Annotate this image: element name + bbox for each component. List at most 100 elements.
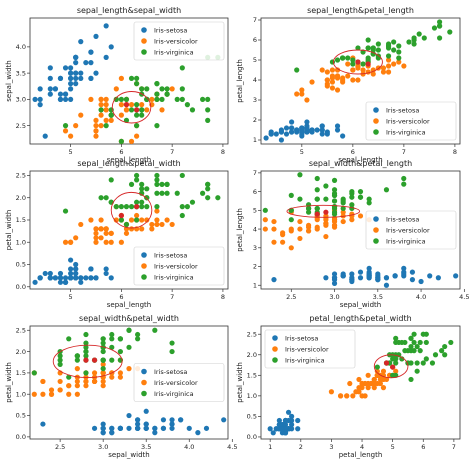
x-tick-label: 2.5 — [55, 443, 65, 451]
point-iris-virginica — [408, 335, 414, 341]
point-iris-virginica — [349, 190, 355, 197]
point-iris-virginica — [134, 177, 140, 183]
point-iris-virginica — [205, 195, 211, 201]
point-iris-virginica — [184, 102, 190, 108]
point-iris-virginica — [108, 112, 114, 118]
point-iris-setosa — [117, 425, 123, 431]
chart-6: petal_length&petal_width 1 2 3 4 5 6 7 0.0 0.5 1.0… — [236, 314, 461, 459]
point-iris-setosa — [375, 271, 381, 277]
point-iris-setosa — [73, 60, 79, 66]
point-iris-setosa — [278, 129, 285, 135]
point-iris-setosa — [68, 270, 74, 277]
point-iris-setosa — [88, 49, 94, 55]
point-iris-setosa — [100, 425, 106, 431]
legend-marker — [141, 263, 147, 269]
legend-label: Iris-versicolor — [386, 117, 430, 125]
point-iris-virginica — [189, 107, 196, 113]
point-iris-setosa — [331, 280, 338, 286]
point-iris-virginica — [340, 196, 346, 202]
point-iris-versicolor — [93, 117, 99, 123]
point-iris-setosa — [331, 271, 338, 277]
point-iris-versicolor — [365, 372, 371, 378]
point-iris-virginica — [109, 331, 115, 338]
point-iris-virginica — [31, 370, 37, 376]
point-iris-virginica — [134, 81, 140, 87]
point-iris-versicolor — [108, 239, 114, 245]
point-iris-virginica — [83, 331, 89, 338]
point-iris-virginica — [144, 195, 150, 201]
legend-marker — [141, 49, 147, 55]
plot-frame — [29, 170, 229, 290]
point-iris-versicolor — [164, 217, 170, 223]
point-iris-versicolor — [93, 226, 99, 232]
point-iris-versicolor — [144, 217, 150, 223]
point-iris-versicolor — [48, 387, 55, 393]
point-iris-versicolor — [299, 91, 305, 97]
point-iris-virginica — [431, 25, 438, 31]
point-iris-versicolor — [62, 128, 69, 134]
point-iris-virginica — [66, 336, 72, 342]
point-iris-virginica — [113, 204, 119, 210]
point-iris-virginica — [439, 348, 445, 354]
point-iris-virginica — [357, 189, 364, 195]
point-iris-versicolor — [108, 230, 114, 236]
point-iris-versicolor — [123, 107, 130, 113]
point-iris-versicolor — [271, 239, 277, 245]
point-iris-virginica — [355, 45, 361, 51]
point-iris-virginica — [417, 348, 423, 354]
point-iris-setosa — [62, 96, 69, 102]
point-iris-versicolor — [377, 380, 383, 387]
y-tick-label: 1.0 — [247, 392, 257, 400]
point-iris-versicolor — [297, 218, 303, 225]
point-iris-virginica — [154, 172, 160, 179]
point-iris-virginica — [297, 172, 303, 178]
y-tick-label: 0.5 — [247, 413, 257, 421]
point-iris-setosa — [160, 425, 167, 431]
legend-marker — [373, 227, 379, 233]
point-iris-virginica — [365, 57, 371, 63]
point-iris-setosa — [37, 96, 43, 102]
point-iris-setosa — [37, 86, 43, 92]
point-iris-setosa — [195, 430, 201, 436]
point-iris-versicolor — [340, 77, 346, 83]
x-tick-label: 2 — [299, 443, 303, 451]
point-iris-virginica — [370, 47, 376, 53]
point-iris-versicolor — [262, 226, 268, 232]
point-iris-setosa — [88, 266, 94, 272]
y-tick-label: 6 — [253, 188, 257, 196]
point-iris-virginica — [134, 172, 140, 179]
point-iris-virginica — [401, 175, 407, 182]
point-iris-virginica — [159, 181, 165, 187]
point-iris-virginica — [314, 187, 320, 193]
point-iris-virginica — [331, 177, 338, 183]
point-iris-versicolor — [345, 73, 351, 79]
point-iris-setosa — [267, 426, 273, 432]
point-iris-virginica — [442, 343, 448, 350]
point-iris-versicolor — [98, 235, 104, 241]
x-tick-label: 8 — [221, 293, 225, 301]
point-iris-virginica — [109, 336, 115, 342]
point-iris-virginica — [134, 123, 140, 129]
point-iris-virginica — [154, 181, 160, 187]
point-iris-versicolor — [383, 376, 390, 383]
point-iris-virginica — [416, 31, 422, 37]
point-iris-versicolor — [355, 77, 361, 83]
point-iris-virginica — [396, 339, 402, 346]
point-iris-virginica — [154, 81, 160, 87]
point-iris-virginica — [396, 55, 402, 61]
point-iris-versicolor — [401, 63, 407, 69]
point-iris-setosa — [340, 133, 346, 139]
point-iris-versicolor — [113, 86, 119, 92]
point-iris-versicolor — [118, 102, 124, 108]
point-iris-setosa — [93, 70, 99, 76]
point-iris-setosa — [178, 417, 184, 423]
point-iris-virginica — [117, 348, 123, 355]
y-tick-label: 3 — [253, 244, 257, 252]
x-tick-label: 6 — [351, 148, 355, 156]
plot-frame — [260, 17, 461, 145]
point-iris-setosa — [304, 119, 310, 125]
x-tick-label: 3.5 — [141, 443, 151, 451]
chart-4: sepal_width&petal_length 2.5 3.0 3.5 4.0 4.5 1… — [236, 159, 469, 309]
point-iris-virginica — [128, 204, 135, 210]
x-tick-label: 5 — [391, 443, 395, 451]
